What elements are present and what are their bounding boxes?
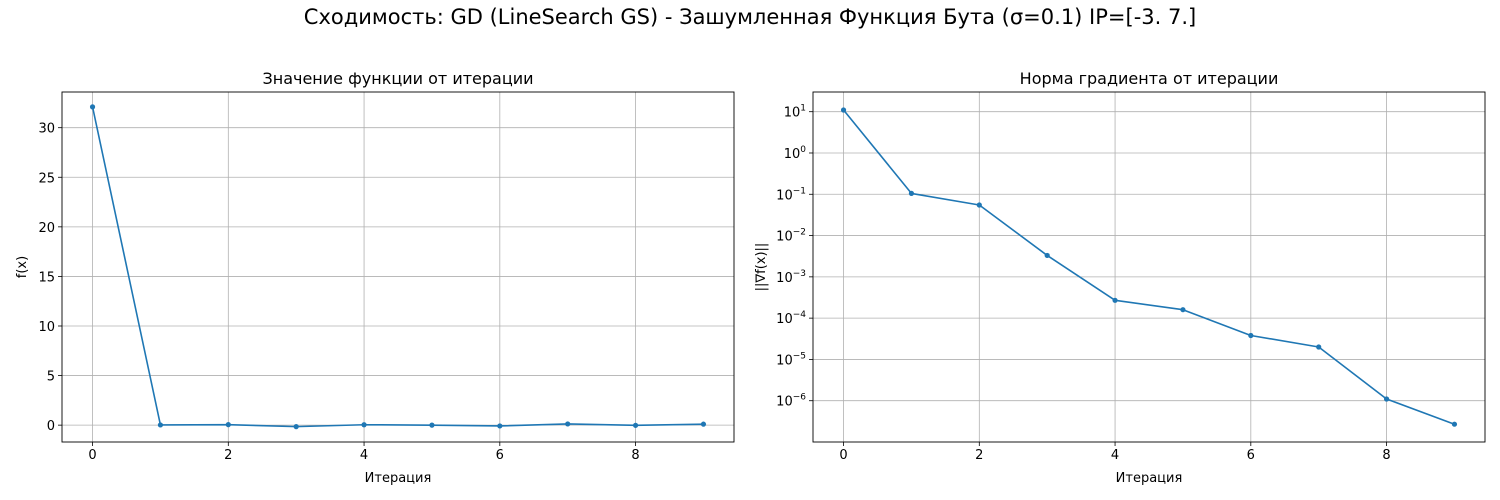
data-point [157,422,164,428]
y-axis-label: f(x) [15,256,30,278]
y-tick-label: 15 [38,270,55,285]
x-tick-label: 0 [88,448,96,463]
x-axis-label: Итерация [1116,471,1183,486]
data-point [1044,252,1050,259]
y-tick-label: 10−3 [776,269,806,286]
data-point [700,421,707,427]
data-point [293,424,299,430]
y-tick-label: 10 [38,320,55,335]
series-line [842,109,1455,425]
y-tick-label: 20 [38,221,55,236]
x-tick-label: 4 [360,448,368,463]
data-point [840,107,847,113]
x-tick-label: 8 [631,448,639,463]
x-tick-label: 2 [224,448,232,463]
y-tick-label: 101 [784,104,806,121]
x-tick-label: 0 [839,448,847,463]
x-tick-label: 2 [975,448,983,463]
axes-frame [812,91,1486,443]
chart-panel-gradient-norm: 0 2 4 6 8 10−6 10−5 10−4 10−3 10−2 10−1 100 101 Норма… [754,69,1486,486]
data-point [908,190,915,196]
data-point [1383,396,1390,402]
data-point [976,202,982,208]
x-tick-label: 6 [1247,448,1255,463]
data-point [632,422,639,428]
x-tick-label: 4 [1111,448,1119,463]
data-point [89,104,96,110]
data-point [1451,421,1458,427]
data-point [429,422,435,428]
data-point [1112,297,1118,303]
x-axis-label: Итерация [365,471,432,486]
chart-title: Значение функции от итерации [262,69,533,88]
y-tick-label: 10−5 [776,351,806,368]
y-tick-label: 10−6 [776,393,806,410]
data-point [225,422,231,428]
y-tick-label: 100 [784,145,807,162]
y-tick-label: 5 [47,370,55,385]
y-tick-label: 30 [38,122,55,137]
x-tick-label: 8 [1382,448,1390,463]
chart-title: Норма градиента от итерации [1020,69,1279,88]
axes-frame [61,91,735,443]
y-tick-label: 10−4 [776,310,806,327]
y-tick-label: 10−1 [776,186,806,203]
data-point [361,422,367,428]
data-point [565,421,571,427]
data-point [1180,307,1186,313]
chart-panel-function-value: 0 2 4 6 8 0 5 10 15 20 25 30 Значение функции от ите… [15,69,735,486]
x-tick-label: 6 [496,448,504,463]
y-axis-label: ||∇f(x)|| [754,243,769,292]
figure-title: Сходимость: GD (LineSearch GS) - Зашумле… [303,5,1197,29]
data-point [1248,332,1254,339]
y-tick-label: 0 [47,419,55,434]
data-point [497,423,503,429]
series-line [91,106,704,428]
y-tick-label: 10−2 [776,228,806,245]
y-tick-label: 25 [38,171,55,186]
data-point [1316,344,1322,350]
